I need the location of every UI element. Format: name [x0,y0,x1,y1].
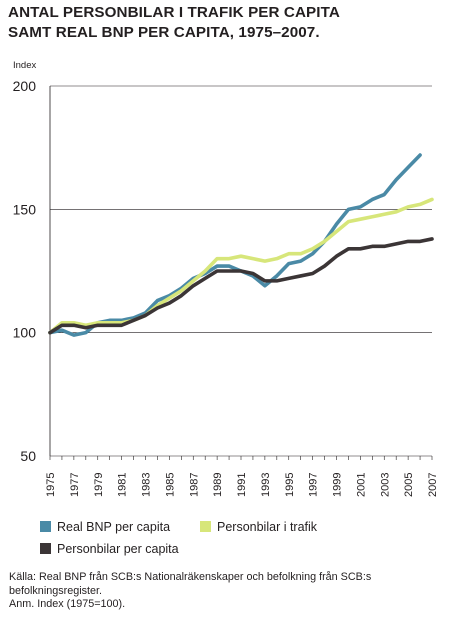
source-text: Källa: Real BNP från SCB:s Nationalräken… [9,571,372,597]
series-lines [48,153,434,337]
x-tick-label-1997: 1997 [308,473,320,497]
series-line-personbilar-i-trafik [48,197,434,335]
x-tick-label-1975: 1975 [45,473,57,497]
x-tick-label-1979: 1979 [93,473,105,497]
legend-item-real-bnp: Real BNP per capita [40,520,170,534]
x-tick-label-1999: 1999 [332,473,344,497]
x-tick-label-1993: 1993 [260,473,272,497]
x-tick-label-1981: 1981 [117,473,129,497]
y-tick-label-200: 200 [13,78,37,94]
legend-swatch-personbilar-i-trafik [200,521,211,532]
chart-title-line-2: SAMT REAL BNP PER CAPITA, 1975–2007. [8,24,320,41]
legend-swatch-personbilar-per-capita [40,543,51,554]
x-tick-label-1995: 1995 [284,473,296,497]
x-tick-label-1977: 1977 [69,473,81,497]
legend-item-personbilar-per-capita: Personbilar per capita [40,542,179,556]
legend-label-personbilar-i-trafik: Personbilar i trafik [217,520,318,534]
x-tick-label-2007: 2007 [427,473,439,497]
line-chart: 1975 1977 1979 1981 1983 1985 1987 1989 1991 1993… [13,60,439,556]
y-axis-label: Index [13,60,36,71]
series-line-real-bnp-per-capita [48,153,422,337]
source-note: Källa: Real BNP från SCB:s Nationalräken… [9,571,445,612]
legend-swatch-real-bnp [40,521,51,532]
y-tick-label-50: 50 [20,448,36,464]
legend: Real BNP per capita Personbilar i trafik… [40,520,318,556]
legend-label-personbilar-per-capita: Personbilar per capita [57,542,179,556]
note-text: Anm. Index (1975=100). [9,598,126,611]
legend-label-real-bnp: Real BNP per capita [57,520,170,534]
x-tick-label-2001: 2001 [355,473,367,497]
x-tick-label-2005: 2005 [403,473,415,497]
x-tick-label-2003: 2003 [379,473,391,497]
legend-item-personbilar-i-trafik: Personbilar i trafik [200,520,318,534]
x-tick-label-1985: 1985 [164,473,176,497]
x-tick-label-1991: 1991 [236,473,248,497]
x-tick-label-1989: 1989 [212,473,224,497]
y-axis: 50 100 150 200 [13,78,51,464]
series-line-personbilar-per-capita [48,237,434,335]
y-tick-label-100: 100 [13,325,37,341]
chart-title: ANTAL PERSONBILAR I TRAFIK PER CAPITA SA… [8,3,448,43]
chart-title-line-1: ANTAL PERSONBILAR I TRAFIK PER CAPITA [8,4,340,21]
x-tick-label-1987: 1987 [188,473,200,497]
y-tick-label-150: 150 [13,201,37,217]
x-tick-label-1983: 1983 [141,473,153,497]
x-axis: 1975 1977 1979 1981 1983 1985 1987 1989 1991 1993… [45,456,439,497]
